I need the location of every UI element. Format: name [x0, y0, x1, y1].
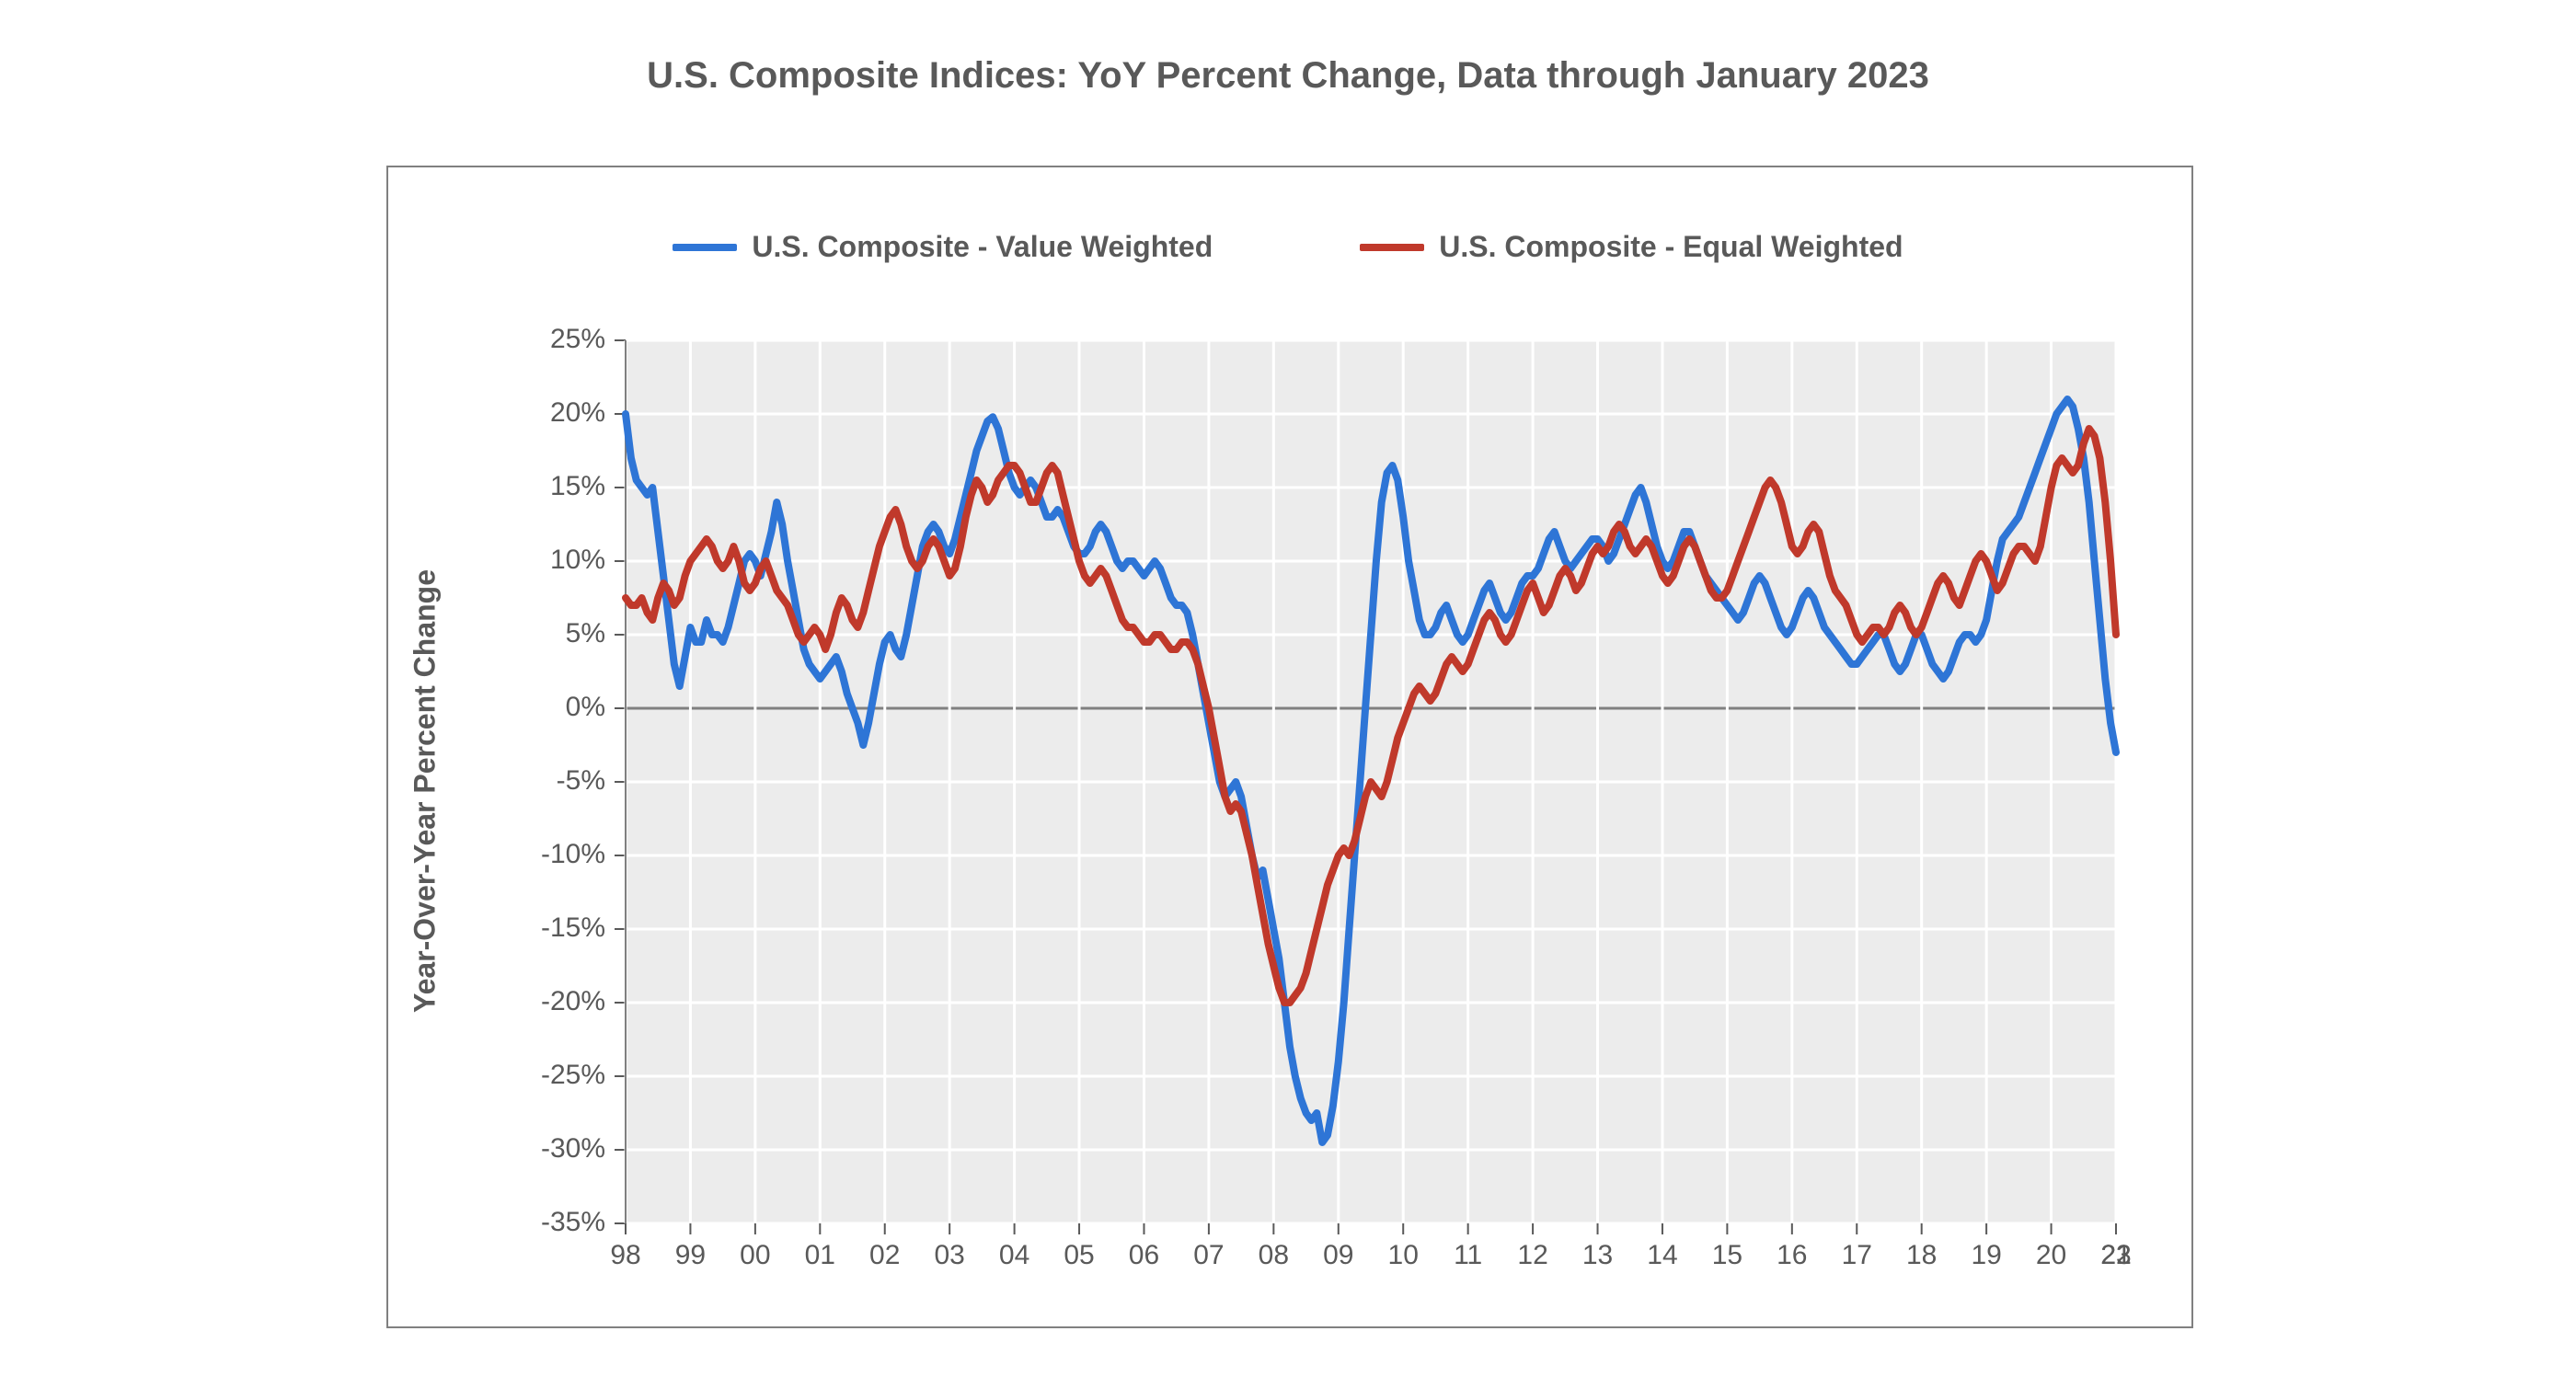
- y-tick-label: -25%: [541, 1060, 605, 1090]
- x-tick-label: 03: [934, 1240, 964, 1270]
- x-tick-label: 02: [869, 1240, 900, 1270]
- y-tick-label: -20%: [541, 986, 605, 1016]
- x-tick-label: 98: [610, 1240, 640, 1270]
- y-tick-label: 5%: [566, 618, 605, 648]
- x-tick-label: 14: [1647, 1240, 1677, 1270]
- x-tick-label: 12: [1517, 1240, 1547, 1270]
- x-tick-label: 04: [999, 1240, 1029, 1270]
- y-tick-label: -15%: [541, 912, 605, 943]
- x-tick-label: 19: [1971, 1240, 2001, 1270]
- legend-item: U.S. Composite - Equal Weighted: [1360, 230, 1903, 264]
- x-tick-label: 17: [1842, 1240, 1872, 1270]
- y-tick-label: 10%: [550, 545, 605, 575]
- y-tick-label: -5%: [557, 765, 605, 796]
- x-tick-label: 05: [1064, 1240, 1094, 1270]
- x-tick-label: 16: [1777, 1240, 1807, 1270]
- x-tick-label: 99: [675, 1240, 706, 1270]
- x-tick-label: 15: [1712, 1240, 1742, 1270]
- x-tick-label: 00: [740, 1240, 770, 1270]
- legend-swatch: [1360, 244, 1424, 251]
- chart-svg: -35%-30%-25%-20%-15%-10%-5%0%5%10%15%20%…: [626, 340, 2116, 1223]
- x-tick-label: 18: [1906, 1240, 1937, 1270]
- x-tick-label: 11: [1454, 1240, 1482, 1270]
- x-tick-label: 10: [1388, 1240, 1419, 1270]
- x-tick-label: 08: [1259, 1240, 1289, 1270]
- y-tick-label: 0%: [566, 692, 605, 722]
- x-tick-label: 09: [1323, 1240, 1353, 1270]
- y-tick-label: 15%: [550, 471, 605, 501]
- series-line: [626, 399, 2116, 1142]
- x-tick-label: 07: [1193, 1240, 1224, 1270]
- page: U.S. Composite Indices: YoY Percent Chan…: [0, 0, 2576, 1400]
- series-line: [626, 429, 2116, 1003]
- x-tick-label: 20: [2036, 1240, 2066, 1270]
- y-tick-label: -35%: [541, 1207, 605, 1237]
- x-tick-label: 01: [805, 1240, 835, 1270]
- chart-title: U.S. Composite Indices: YoY Percent Chan…: [0, 55, 2576, 97]
- plot-area: -35%-30%-25%-20%-15%-10%-5%0%5%10%15%20%…: [626, 340, 2116, 1223]
- chart-legend: U.S. Composite - Value Weighted U.S. Comp…: [672, 230, 1904, 264]
- y-tick-label: -10%: [541, 839, 605, 869]
- y-tick-label: 20%: [550, 397, 605, 428]
- legend-item: U.S. Composite - Value Weighted: [673, 230, 1213, 264]
- x-tick-label: 06: [1129, 1240, 1159, 1270]
- x-tick-label: 13: [1582, 1240, 1613, 1270]
- legend-swatch: [673, 244, 737, 251]
- y-tick-label: 25%: [550, 324, 605, 354]
- legend-label: U.S. Composite - Value Weighted: [752, 230, 1213, 264]
- x-tick-label: 23: [2100, 1240, 2131, 1270]
- legend-label: U.S. Composite - Equal Weighted: [1439, 230, 1903, 264]
- y-tick-label: -30%: [541, 1133, 605, 1164]
- y-axis-title: Year-Over-Year Percent Change: [408, 569, 443, 1013]
